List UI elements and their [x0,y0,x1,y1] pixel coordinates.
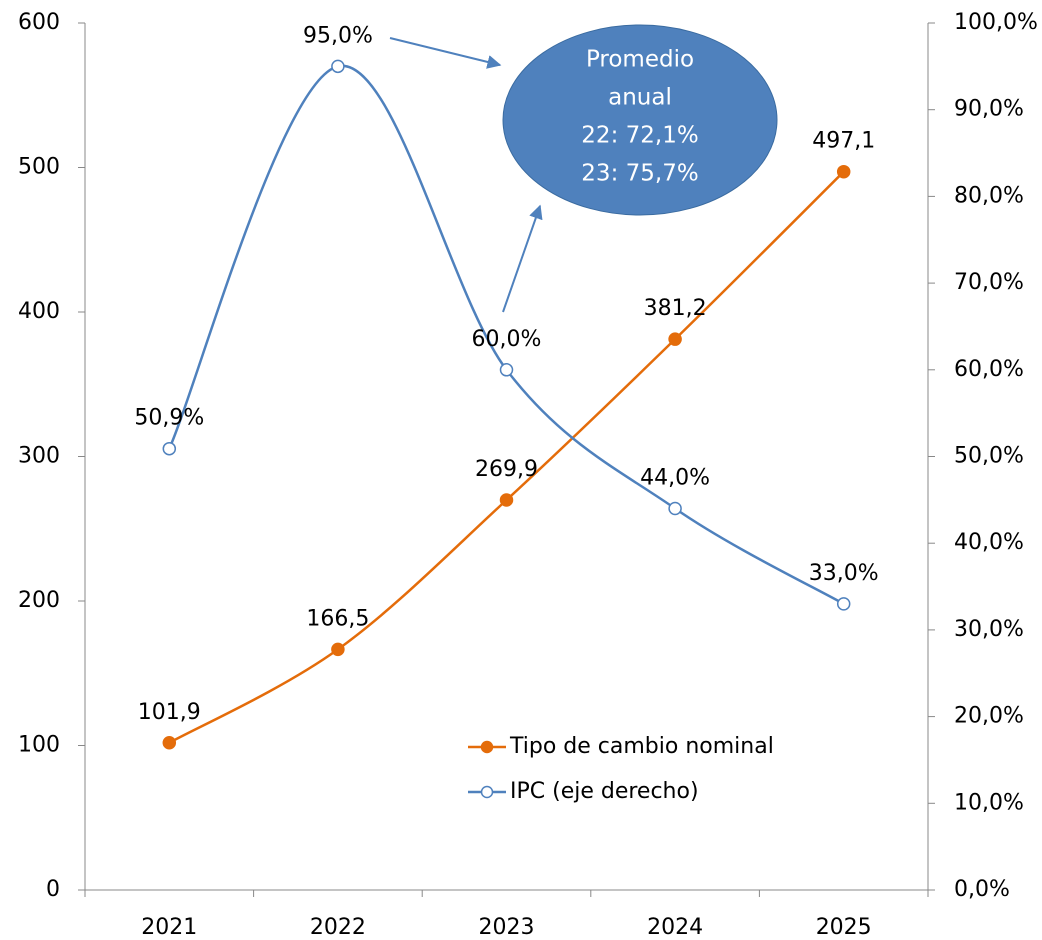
data-label: 60,0% [472,327,542,352]
y2-tick-label: 0,0% [954,877,1010,902]
data-label: 95,0% [303,23,373,48]
annotation-bubble [502,24,778,216]
data-label: 497,1 [812,129,875,154]
y-tick-label: 400 [18,299,60,324]
y2-tick-label: 100,0% [954,10,1038,35]
data-label: 269,9 [475,457,538,482]
annotation-text: 23: 75,7% [581,161,698,187]
legend-marker [480,785,494,799]
y2-tick-label: 90,0% [954,97,1024,122]
series-line [168,64,845,605]
data-label: 101,9 [138,700,201,725]
legend-label: IPC (eje derecho) [510,779,699,804]
legend-label: Tipo de cambio nominal [509,734,774,759]
point [331,642,345,657]
arrow [502,204,543,313]
arrow [389,37,502,69]
point [668,332,682,346]
point [331,59,345,74]
y2-tick-label: 60,0% [954,357,1024,382]
annotation-text: Promedio [586,47,694,73]
point [836,597,851,611]
x-tick-label: 2023 [479,915,535,940]
data-label: 44,0% [640,466,710,491]
y2-tick-label: 50,0% [954,444,1024,469]
y2-tick-label: 70,0% [954,270,1024,295]
y2-tick-label: 10,0% [954,790,1024,815]
point [836,164,851,179]
data-label: 381,2 [644,296,707,321]
annotation-text: anual [608,85,672,111]
x-tick-label: 2021 [141,915,197,940]
point [162,736,177,750]
y-tick-label: 500 [18,155,60,180]
data-label: 50,9% [134,406,204,431]
y2-tick-label: 20,0% [954,704,1024,729]
data-label: 166,5 [306,606,369,631]
y-tick-label: 300 [18,444,60,469]
x-tick-label: 2025 [816,915,872,940]
y2-tick-label: 30,0% [954,617,1024,642]
data-label: 33,0% [809,561,879,586]
y-tick-label: 200 [18,588,60,613]
x-tick-label: 2022 [310,915,366,940]
point [162,441,177,456]
y2-tick-label: 40,0% [954,530,1024,555]
point [668,501,682,516]
y-tick-label: 0 [46,877,60,902]
point [499,363,514,377]
point [499,493,514,507]
y-tick-label: 600 [18,10,60,35]
x-tick-label: 2024 [647,915,703,940]
y2-tick-label: 80,0% [954,183,1024,208]
annotation-text: 22: 72,1% [581,123,698,149]
y-tick-label: 100 [18,733,60,758]
legend-marker [480,740,494,754]
